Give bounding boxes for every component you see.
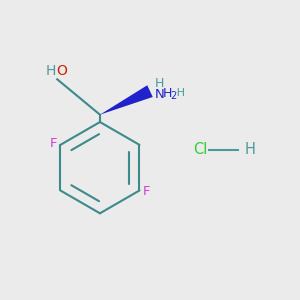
Text: H: H <box>45 64 56 78</box>
Text: H: H <box>163 87 172 100</box>
Text: H: H <box>154 77 164 90</box>
Text: F: F <box>142 185 150 199</box>
Text: ·H: ·H <box>174 88 186 98</box>
Text: F: F <box>50 137 58 150</box>
Text: O: O <box>56 64 67 78</box>
Text: 2: 2 <box>170 91 176 101</box>
Text: N: N <box>154 88 164 100</box>
Polygon shape <box>100 85 153 115</box>
Text: Cl: Cl <box>193 142 207 158</box>
Text: H: H <box>244 142 255 158</box>
